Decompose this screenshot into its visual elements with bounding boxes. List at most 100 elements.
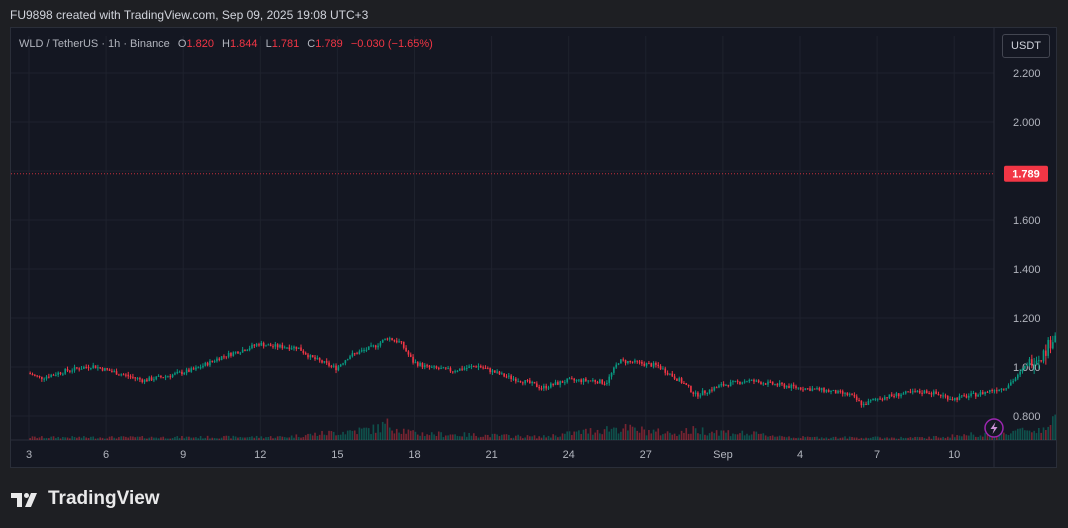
volume-bar	[634, 427, 636, 440]
candle-body	[704, 390, 706, 394]
candle-body	[666, 372, 669, 375]
volume-bar	[1035, 433, 1038, 440]
volume-bar	[531, 436, 533, 440]
volume-bar	[722, 430, 725, 440]
volume-bar	[1002, 432, 1005, 440]
candle-body	[101, 368, 104, 371]
candle-body	[930, 393, 933, 395]
volume-bar	[136, 436, 139, 440]
volume-bar	[620, 431, 622, 440]
candle-body	[302, 350, 305, 353]
volume-bar	[318, 434, 321, 440]
volume-bar	[407, 429, 410, 440]
volume-bar	[377, 424, 379, 440]
candle-body	[391, 338, 393, 341]
candle-body	[164, 376, 167, 378]
volume-bar	[120, 436, 123, 440]
candle-body	[995, 390, 998, 392]
volume-bar	[783, 436, 786, 440]
volume-bar	[858, 438, 860, 440]
candle-body	[97, 367, 99, 369]
chart-panel[interactable]: 2.2002.0001.8001.6001.4001.2001.0000.800…	[10, 27, 1057, 468]
candle-body	[937, 393, 940, 395]
volume-bar	[918, 437, 921, 440]
candle-body	[771, 381, 774, 385]
ohlc-legend: WLD / TetherUS · 1h · Binance O1.820 H1.…	[19, 38, 433, 50]
volume-bar	[547, 435, 550, 440]
volume-bar	[223, 436, 225, 440]
candle-body	[601, 379, 604, 384]
volume-bar	[237, 437, 239, 440]
candle-body	[283, 347, 286, 349]
volume-bar	[1007, 435, 1010, 440]
x-tick-label: 10	[948, 449, 960, 461]
candle-body	[1005, 388, 1007, 390]
candle-body	[351, 353, 354, 357]
volume-bar	[734, 434, 737, 440]
candle-body	[176, 371, 179, 374]
volume-bar	[984, 432, 986, 440]
candle-body	[876, 398, 879, 400]
currency-badge[interactable]: USDT	[1002, 34, 1050, 58]
volume-bar	[150, 436, 153, 440]
volume-bar	[339, 434, 342, 440]
candle-body	[1054, 335, 1056, 343]
volume-bar	[725, 432, 727, 440]
candle-body	[1000, 388, 1003, 391]
volume-bar	[274, 437, 277, 440]
volume-bar	[248, 436, 251, 440]
candle-body	[496, 371, 498, 373]
candle-body	[582, 378, 585, 383]
candle-body	[64, 369, 67, 374]
volume-bar	[216, 438, 218, 440]
volume-bar	[799, 438, 802, 440]
volume-bar	[458, 436, 461, 440]
volume-bar	[806, 436, 809, 440]
x-tick-label: 3	[26, 449, 32, 461]
candle-body	[858, 399, 860, 401]
candle-body	[50, 374, 52, 378]
volume-bar	[351, 430, 354, 440]
price-chart[interactable]: 2.2002.0001.8001.6001.4001.2001.0000.800…	[11, 28, 1056, 467]
candle-body	[479, 366, 482, 368]
volume-bar	[881, 438, 884, 440]
candle-body	[143, 379, 146, 383]
volume-bar	[739, 433, 741, 440]
volume-bar	[855, 437, 858, 440]
volume-bar	[227, 435, 230, 440]
candle-body	[988, 390, 991, 392]
volume-bar	[937, 437, 940, 440]
x-tick-label: 9	[180, 449, 186, 461]
candle-body	[367, 346, 370, 350]
volume-bar	[886, 437, 888, 440]
volume-bar	[818, 438, 821, 440]
candle-body	[1033, 364, 1035, 366]
volume-bar	[631, 426, 634, 440]
volume-bar	[900, 436, 902, 440]
candle-body	[31, 374, 34, 376]
candle-body	[199, 367, 202, 369]
candle-body	[862, 403, 865, 406]
symbol-info[interactable]: WLD / TetherUS · 1h · Binance	[19, 38, 170, 50]
volume-bar	[167, 438, 169, 440]
volume-bar	[253, 437, 256, 440]
volume-bar	[349, 430, 351, 440]
volume-bar	[1026, 430, 1028, 440]
volume-bar	[645, 435, 648, 440]
candle-body	[697, 392, 699, 397]
candle-body	[122, 374, 125, 376]
candle-body	[323, 361, 326, 363]
x-tick-label: 6	[103, 449, 109, 461]
candle-body	[783, 384, 786, 388]
candle-body	[486, 368, 489, 370]
candle-body	[458, 368, 461, 371]
volume-bar	[491, 433, 494, 440]
candle-body	[594, 380, 597, 382]
volume-bar	[272, 438, 274, 440]
candle-body	[36, 375, 38, 377]
volume-bar	[517, 434, 519, 440]
candle-body	[645, 363, 648, 366]
volume-bar	[507, 434, 510, 440]
volume-bar	[479, 436, 482, 440]
candle-body	[578, 379, 580, 381]
